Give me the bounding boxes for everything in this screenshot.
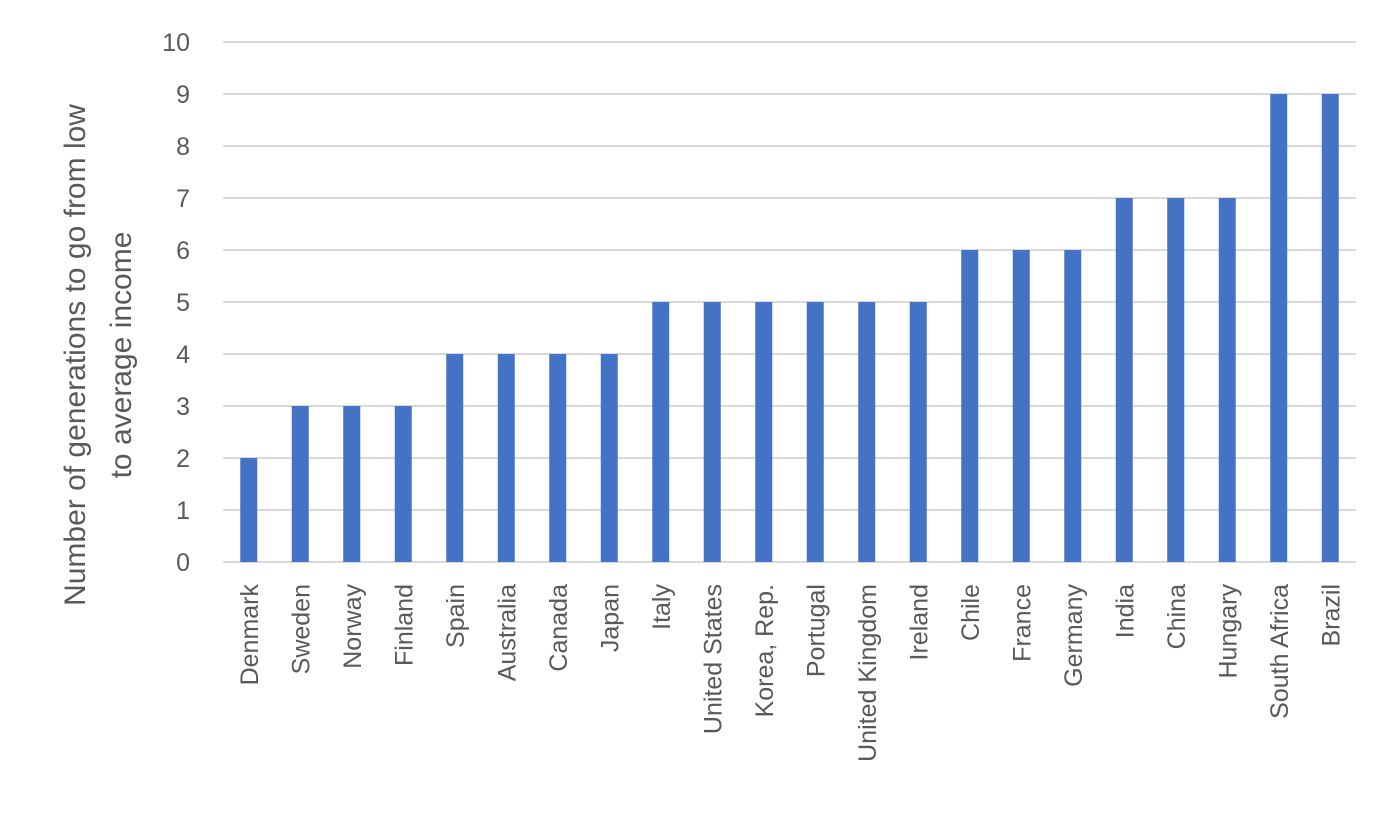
x-category-label-spain: Spain bbox=[442, 584, 470, 648]
y-axis-label-line-1: Number of generations to go from low bbox=[59, 104, 92, 606]
x-category-label-denmark: Denmark bbox=[236, 584, 264, 686]
x-category-label-korea-rep: Korea, Rep. bbox=[751, 584, 779, 717]
y-axis-label: Number of generations to go from low to … bbox=[59, 104, 138, 606]
x-axis-categories: Denmark Sweden Norway Finland Spain Australia… bbox=[236, 584, 1346, 762]
y-tick-label-8: 8 bbox=[176, 133, 190, 161]
y-tick-label-9: 9 bbox=[176, 81, 190, 109]
bar-china bbox=[1167, 198, 1185, 562]
x-category-label-ireland: Ireland bbox=[905, 584, 933, 660]
x-category-label-norway: Norway bbox=[339, 584, 367, 669]
x-category-label-finland: Finland bbox=[390, 584, 418, 666]
x-category-label-india: India bbox=[1111, 584, 1139, 638]
bar-brazil bbox=[1321, 94, 1339, 562]
bar-portugal bbox=[806, 302, 824, 562]
y-tick-label-7: 7 bbox=[176, 185, 190, 213]
bar-finland bbox=[394, 406, 412, 562]
bar-norway bbox=[343, 406, 361, 562]
x-category-label-united-states: United States bbox=[699, 584, 727, 734]
y-axis-ticks: 0 1 2 3 4 5 6 7 8 9 10 bbox=[162, 29, 190, 577]
x-category-label-chile: Chile bbox=[957, 584, 985, 641]
x-category-label-south-africa: South Africa bbox=[1266, 584, 1294, 719]
y-tick-label-1: 1 bbox=[176, 497, 190, 525]
x-category-label-france: France bbox=[1008, 584, 1036, 662]
bar-italy bbox=[652, 302, 670, 562]
x-category-label-hungary: Hungary bbox=[1214, 584, 1242, 679]
bar-ireland bbox=[909, 302, 927, 562]
bars bbox=[240, 94, 1339, 562]
gridlines bbox=[223, 41, 1356, 563]
bar-denmark bbox=[240, 458, 258, 562]
bar-united-kingdom bbox=[858, 302, 876, 562]
x-category-label-japan: Japan bbox=[596, 584, 624, 652]
bar-chile bbox=[961, 250, 979, 562]
x-category-label-germany: Germany bbox=[1060, 584, 1088, 687]
bar-australia bbox=[497, 354, 515, 562]
x-category-label-sweden: Sweden bbox=[287, 584, 315, 674]
y-tick-label-6: 6 bbox=[176, 237, 190, 265]
bar-japan bbox=[600, 354, 618, 562]
x-category-label-canada: Canada bbox=[545, 584, 573, 672]
bar-korea-rep bbox=[755, 302, 773, 562]
y-tick-label-0: 0 bbox=[176, 549, 190, 577]
bar-france bbox=[1012, 250, 1030, 562]
x-category-label-united-kingdom: United Kingdom bbox=[854, 584, 882, 762]
y-tick-label-10: 10 bbox=[162, 29, 190, 57]
bar-spain bbox=[446, 354, 464, 562]
bar-united-states bbox=[703, 302, 721, 562]
bar-sweden bbox=[291, 406, 309, 562]
x-category-label-australia: Australia bbox=[493, 584, 521, 681]
bar-germany bbox=[1064, 250, 1082, 562]
x-category-label-china: China bbox=[1163, 584, 1191, 649]
bar-south-africa bbox=[1270, 94, 1288, 562]
bar-india bbox=[1115, 198, 1133, 562]
bar-hungary bbox=[1218, 198, 1236, 562]
y-tick-label-3: 3 bbox=[176, 393, 190, 421]
x-category-label-italy: Italy bbox=[648, 584, 676, 630]
bar-canada bbox=[549, 354, 567, 562]
x-category-label-brazil: Brazil bbox=[1317, 584, 1345, 647]
y-tick-label-2: 2 bbox=[176, 445, 190, 473]
y-tick-label-5: 5 bbox=[176, 289, 190, 317]
x-category-label-portugal: Portugal bbox=[802, 584, 830, 677]
y-axis-label-line-2: to average income bbox=[105, 232, 138, 479]
y-tick-label-4: 4 bbox=[176, 341, 190, 369]
